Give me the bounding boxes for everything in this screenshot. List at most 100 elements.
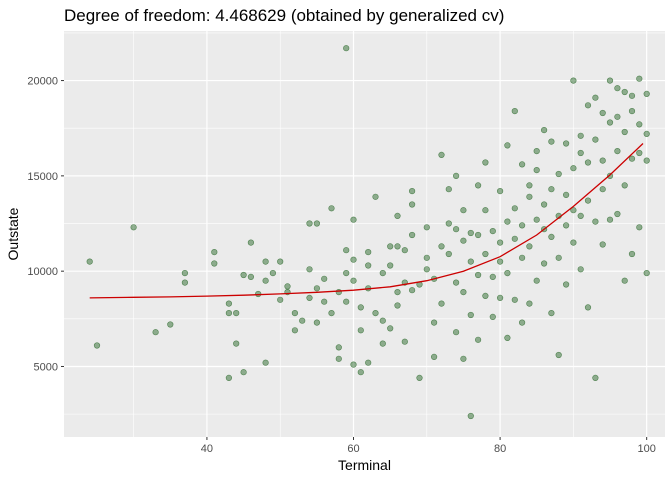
data-point (555, 351, 562, 359)
data-point (299, 317, 306, 324)
data-point (335, 355, 342, 362)
data-point (526, 243, 533, 250)
data-point (599, 157, 606, 164)
data-point (445, 250, 452, 258)
data-point (526, 182, 533, 189)
data-point (291, 327, 299, 334)
data-point (431, 353, 438, 361)
data-point (211, 249, 218, 256)
data-point (511, 235, 518, 242)
data-point (445, 220, 452, 227)
data-point (416, 374, 423, 382)
data-point (460, 237, 467, 244)
data-point (482, 292, 489, 300)
data-point (321, 298, 328, 305)
data-point (423, 224, 430, 231)
data-point (577, 149, 584, 157)
data-point (621, 182, 628, 189)
data-point (555, 254, 562, 261)
data-point (643, 130, 650, 137)
data-point (489, 228, 496, 235)
data-point (511, 107, 518, 115)
data-point (93, 342, 101, 349)
data-point (240, 271, 247, 279)
data-point (445, 186, 452, 193)
data-point (475, 336, 482, 343)
data-point (540, 127, 548, 134)
data-point (167, 321, 174, 328)
data-point (423, 254, 430, 261)
chart-title: Degree of freedom: 4.468629 (obtained by… (64, 6, 504, 25)
data-point (511, 205, 518, 212)
data-point (306, 220, 313, 227)
data-point (409, 231, 416, 239)
data-point (394, 302, 401, 309)
data-point (606, 216, 614, 223)
data-point (555, 170, 562, 178)
y-tick-label: 20000 (27, 76, 58, 88)
data-point (365, 359, 372, 366)
data-point (533, 216, 540, 223)
data-point (592, 94, 599, 101)
data-point (570, 77, 577, 84)
y-tick-label: 10000 (27, 266, 58, 278)
data-point (343, 247, 350, 254)
data-point (313, 319, 321, 326)
data-point (262, 258, 269, 265)
y-tick-label: 5000 (34, 361, 58, 373)
data-point (409, 201, 416, 208)
data-point (497, 258, 504, 265)
data-point (533, 148, 540, 155)
data-point (438, 151, 445, 158)
data-point (511, 296, 518, 303)
data-point (240, 369, 247, 376)
data-point (365, 249, 372, 256)
data-point (181, 270, 188, 277)
data-point (497, 239, 504, 246)
x-tick-label: 40 (201, 443, 213, 455)
data-point (372, 193, 379, 200)
plot-panel (64, 31, 665, 437)
data-point (335, 289, 342, 296)
data-point (592, 218, 599, 225)
data-point (247, 273, 254, 281)
data-point (365, 262, 372, 269)
data-point (291, 310, 299, 317)
data-point (343, 45, 350, 52)
data-point (453, 172, 460, 179)
data-point (562, 140, 570, 147)
data-point (526, 193, 533, 200)
data-point (592, 374, 599, 382)
data-point (628, 107, 636, 115)
data-point (577, 132, 584, 139)
data-point (489, 313, 496, 321)
data-point (225, 310, 232, 317)
data-point (453, 226, 460, 233)
data-point (548, 186, 555, 193)
data-point (350, 216, 357, 223)
data-point (350, 277, 357, 284)
data-point (313, 220, 321, 227)
data-point (475, 182, 482, 189)
data-point (321, 275, 328, 282)
data-point (335, 344, 342, 351)
data-point (453, 279, 460, 286)
data-point (269, 270, 277, 277)
data-point (584, 102, 592, 109)
data-point (460, 355, 467, 362)
data-point (262, 359, 269, 366)
data-point (518, 161, 526, 168)
data-point (518, 254, 526, 261)
data-point (621, 88, 628, 96)
data-point (328, 205, 335, 212)
data-point (152, 329, 159, 336)
data-point (628, 250, 636, 258)
data-point (548, 310, 555, 317)
data-point (592, 136, 599, 143)
data-point (636, 75, 643, 82)
data-point (233, 340, 240, 347)
data-point (577, 212, 584, 219)
data-point (357, 369, 364, 376)
data-point (379, 317, 386, 324)
data-point (570, 239, 577, 246)
